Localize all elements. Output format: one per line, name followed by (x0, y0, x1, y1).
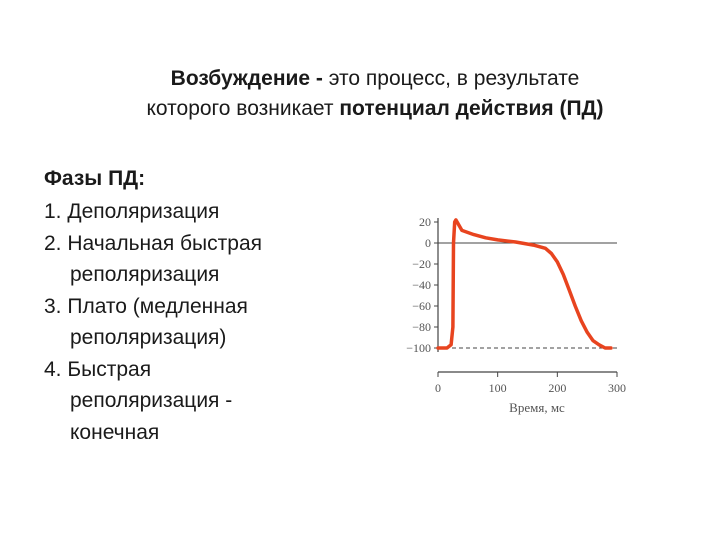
phase-label-cont: реполяризация (70, 263, 220, 286)
y-tick-label: 0 (425, 236, 431, 250)
heading-definition: это процесс, в результате (328, 67, 580, 90)
y-tick-label: −80 (412, 320, 431, 334)
phase-label: 3. Плато (медленная (44, 294, 248, 318)
heading-line-2: которого возникает потенциал действия (П… (60, 94, 690, 124)
phase-item: 4. Быстрая реполяризация - конечная (44, 354, 364, 449)
x-tick-label: 100 (489, 381, 507, 395)
phase-item: 3. Плато (медленная реполяризация) (44, 291, 364, 354)
y-tick-label: −40 (412, 278, 431, 292)
phase-list: 1. Деполяризация 2. Начальная быстрая ре… (44, 196, 364, 448)
phase-item: 2. Начальная быстрая реполяризация (44, 228, 364, 291)
x-tick-label: 0 (435, 381, 441, 395)
x-tick-label: 200 (548, 381, 566, 395)
action-potential-curve (436, 218, 613, 350)
y-tick-label: −60 (412, 299, 431, 313)
slide-heading: Возбуждение - это процесс, в результате … (60, 64, 690, 124)
heading-definition-cont: которого возникает (146, 97, 340, 120)
heading-line-1: Возбуждение - это процесс, в результате (60, 64, 690, 94)
phase-label: 1. Деполяризация (44, 200, 220, 223)
phase-item: 1. Деполяризация (44, 196, 364, 228)
heading-term-action-potential: потенциал действия (ПД) (339, 97, 604, 120)
phases-title: Фазы ПД: (44, 167, 146, 190)
phase-label-cont: реполяризация - (70, 389, 233, 412)
phase-label-cont: конечная (70, 420, 160, 444)
y-tick-label: −100 (406, 341, 431, 355)
heading-term-excitation: Возбуждение - (170, 67, 329, 90)
phase-label: 2. Начальная быстрая (44, 231, 262, 255)
x-tick-label: 300 (608, 381, 626, 395)
phase-label-cont: реполяризация) (70, 326, 227, 349)
x-axis-label: Время, мс (509, 400, 565, 415)
y-tick-label: 20 (419, 215, 431, 229)
y-tick-label: −20 (412, 257, 431, 271)
phase-label: 4. Быстрая (44, 357, 152, 381)
